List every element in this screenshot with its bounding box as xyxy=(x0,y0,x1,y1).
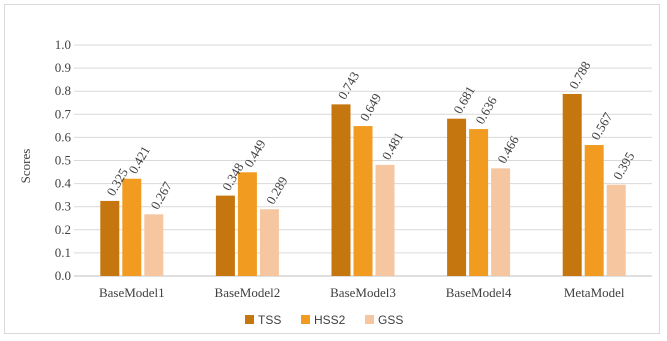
legend-swatch-hss2 xyxy=(301,315,310,324)
bar-tss-basemodel1 xyxy=(100,200,120,276)
data-label: 0.481 xyxy=(379,130,407,163)
legend-swatch-gss xyxy=(365,315,374,324)
y-tick-label: 0.2 xyxy=(55,222,71,237)
data-label: 0.743 xyxy=(335,69,363,102)
bar-hss2-metamodel xyxy=(584,145,604,276)
y-tick-label: 0.3 xyxy=(55,199,71,214)
y-tick-label: 0.5 xyxy=(55,153,71,168)
data-label: 0.421 xyxy=(125,143,153,176)
bar-tss-basemodel3 xyxy=(331,104,351,276)
legend-label-tss: TSS xyxy=(258,313,281,327)
data-label: 0.289 xyxy=(263,174,291,207)
y-tick-label: 0.8 xyxy=(55,83,71,98)
category-label: BaseModel3 xyxy=(330,285,396,300)
y-tick-label: 0.9 xyxy=(55,60,71,75)
data-label: 0.788 xyxy=(566,59,594,92)
gridlines xyxy=(74,44,652,277)
bar-tss-basemodel2 xyxy=(215,195,235,276)
category-label: BaseModel2 xyxy=(215,285,281,300)
data-label: 0.449 xyxy=(241,137,269,170)
category-label: BaseModel4 xyxy=(446,285,512,300)
bar-tss-metamodel xyxy=(562,93,582,276)
legend-label-hss2: HSS2 xyxy=(314,313,346,327)
data-label: 0.395 xyxy=(610,149,638,182)
data-label: 0.681 xyxy=(450,83,478,116)
bar-hss2-basemodel2 xyxy=(237,172,257,276)
category-label: MetaModel xyxy=(564,285,625,300)
bar-tss-basemodel4 xyxy=(447,118,467,277)
category-labels: BaseModel1 BaseModel2 BaseModel3 BaseModel4… xyxy=(99,285,625,300)
category-label: BaseModel1 xyxy=(99,285,165,300)
bar-hss2-basemodel3 xyxy=(353,126,373,277)
legend-label-gss: GSS xyxy=(378,313,403,327)
bar-gss-basemodel2 xyxy=(259,209,279,276)
y-tick-label: 0.4 xyxy=(55,176,72,191)
y-tick-label: 0.6 xyxy=(55,129,72,144)
y-tick-label: 0.0 xyxy=(55,268,71,283)
y-tick-label: 1.0 xyxy=(55,37,71,52)
data-label: 0.636 xyxy=(472,93,500,126)
data-label: 0.649 xyxy=(357,91,385,124)
y-tick-labels: 0.0 0.1 0.2 0.3 0.4 0.5 0.6 0.7 0.8 0.9 1.0 xyxy=(55,37,72,283)
legend: TSS HSS2 GSS xyxy=(245,313,403,327)
legend-swatch-tss xyxy=(245,315,254,324)
bar-gss-metamodel xyxy=(606,184,626,276)
y-axis-label: Scores xyxy=(18,149,33,184)
bar-hss2-basemodel4 xyxy=(469,129,489,276)
bar-hss2-basemodel1 xyxy=(122,178,142,276)
bar-gss-basemodel3 xyxy=(375,164,395,276)
y-tick-label: 0.1 xyxy=(55,245,71,260)
bars xyxy=(100,93,626,277)
y-tick-label: 0.7 xyxy=(55,106,72,121)
bar-gss-basemodel4 xyxy=(491,168,511,276)
bar-gss-basemodel1 xyxy=(144,214,164,276)
